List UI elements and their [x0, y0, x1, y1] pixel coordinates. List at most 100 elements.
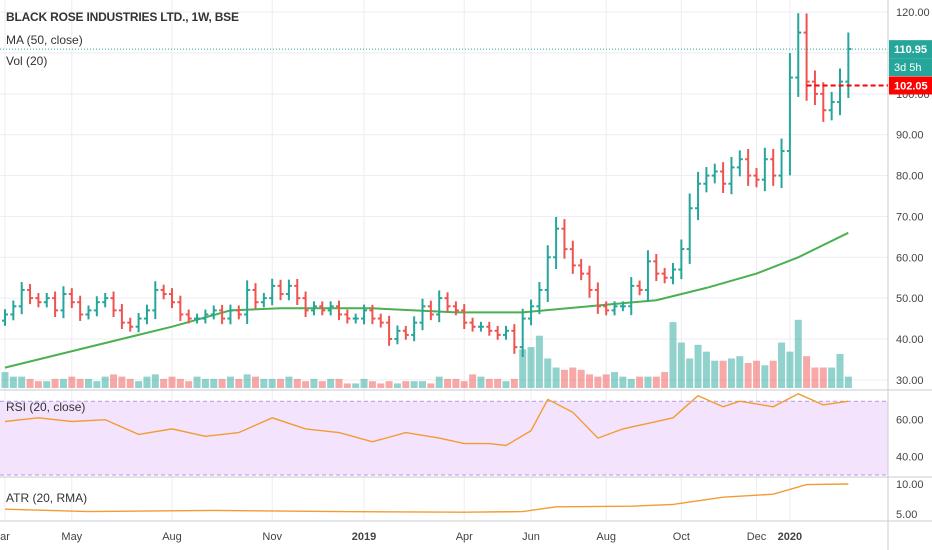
- volume-bar: [828, 367, 836, 388]
- volume-bar: [293, 378, 301, 388]
- price-bar: [778, 138, 785, 189]
- volume-bar: [769, 360, 777, 388]
- price-bar: [603, 301, 610, 316]
- volume-bar: [101, 376, 109, 388]
- volume-bar: [410, 381, 418, 388]
- volume-bar: [143, 376, 151, 388]
- price-bar: [369, 304, 376, 325]
- price-bar: [628, 277, 635, 316]
- rsi-tick-label: 60.00: [896, 415, 924, 427]
- price-bar: [85, 305, 92, 320]
- volume-bar: [627, 378, 635, 388]
- price-bar: [536, 282, 543, 315]
- volume-bar: [302, 381, 310, 388]
- rsi-band-lines: [0, 400, 888, 476]
- price-bar: [177, 295, 184, 321]
- price-bar: [486, 321, 493, 336]
- price-bar: [235, 305, 242, 320]
- price-bar: [720, 162, 727, 194]
- volume-bar: [711, 360, 719, 388]
- volume-bar: [427, 383, 435, 388]
- volume-bar: [435, 376, 443, 388]
- price-tick-label: 60.00: [896, 252, 924, 264]
- volume-bar: [702, 351, 710, 388]
- price-bar: [294, 279, 301, 305]
- time-axis[interactable]: ar May Aug Nov 2019 Apr Jun Aug Oct Dec 2020: [0, 531, 802, 543]
- volume-bar: [535, 335, 543, 388]
- price-bar: [135, 312, 142, 333]
- price-bar: [269, 278, 276, 306]
- volume-bar: [686, 358, 694, 388]
- price-bar: [678, 239, 685, 280]
- price-bar: [644, 250, 651, 302]
- volume-legend[interactable]: Vol (20): [6, 54, 48, 68]
- time-tick-label: 2019: [352, 531, 376, 543]
- volume-bar: [343, 383, 351, 388]
- price-bar: [427, 300, 434, 321]
- price-bar: [336, 300, 342, 321]
- price-bar: [43, 292, 50, 308]
- price-bar: [619, 301, 626, 312]
- price-bar: [185, 309, 192, 324]
- price-bar: [795, 13, 802, 97]
- price-bar: [169, 288, 175, 309]
- volume-bar: [126, 378, 134, 388]
- time-tick-label: Dec: [747, 531, 767, 543]
- price-bar: [352, 313, 359, 324]
- volume-bar: [110, 374, 118, 388]
- volume-bar: [368, 381, 376, 388]
- volume-bar: [118, 376, 126, 388]
- price-tick-label: 90.00: [896, 130, 924, 142]
- atr-legend[interactable]: ATR (20, RMA): [6, 491, 88, 505]
- price-bar: [828, 91, 835, 121]
- volume-bar: [419, 381, 426, 388]
- price-bar: [402, 325, 409, 340]
- volume-bar: [285, 376, 293, 388]
- price-bar: [728, 156, 735, 195]
- volume-bar: [76, 378, 84, 388]
- atr-tick-label: 5.00: [896, 509, 917, 521]
- price-bar: [837, 68, 843, 116]
- price-bar: [194, 313, 201, 324]
- price-bar: [285, 279, 292, 301]
- volume-bar: [268, 378, 276, 388]
- volume-bar: [452, 378, 460, 388]
- volume-bar: [310, 378, 318, 388]
- volume-bar: [577, 369, 585, 388]
- price-bar: [461, 304, 468, 329]
- price-bar: [636, 280, 643, 296]
- volume-bar: [252, 376, 259, 388]
- volume-bar: [68, 376, 76, 388]
- volume-bar: [719, 360, 727, 388]
- volume-bar: [176, 378, 184, 388]
- time-tick-label: 2020: [778, 531, 802, 543]
- ma-line: [4, 231, 849, 369]
- volume-bar: [51, 378, 59, 388]
- price-bar: [68, 288, 75, 309]
- volume-bar: [669, 322, 677, 388]
- atr-line: [4, 483, 849, 513]
- volume-bar: [527, 347, 535, 388]
- volume-bar: [744, 363, 752, 388]
- price-bar: [761, 147, 768, 192]
- volume-bar: [544, 358, 552, 388]
- time-tick-label: Oct: [673, 531, 690, 543]
- price-bar: [469, 317, 476, 332]
- price-tick-label: 70.00: [896, 211, 924, 223]
- price-tick-label: 80.00: [896, 171, 924, 183]
- volume-bar: [636, 376, 644, 388]
- ma-legend[interactable]: MA (50, close): [6, 33, 83, 47]
- volume-bar: [327, 378, 335, 388]
- price-tick-label: 50.00: [896, 293, 924, 305]
- volume-bar: [18, 376, 26, 388]
- alert-price-value: 102.05: [894, 80, 928, 92]
- volume-bar: [335, 378, 343, 388]
- price-bar: [310, 301, 317, 316]
- rsi-legend[interactable]: RSI (20, close): [6, 400, 86, 414]
- time-tick-label: Apr: [456, 531, 473, 543]
- volume-bar: [93, 381, 101, 388]
- volume-bar: [586, 374, 593, 388]
- volume-bar: [510, 378, 518, 388]
- volume-bar: [477, 376, 485, 388]
